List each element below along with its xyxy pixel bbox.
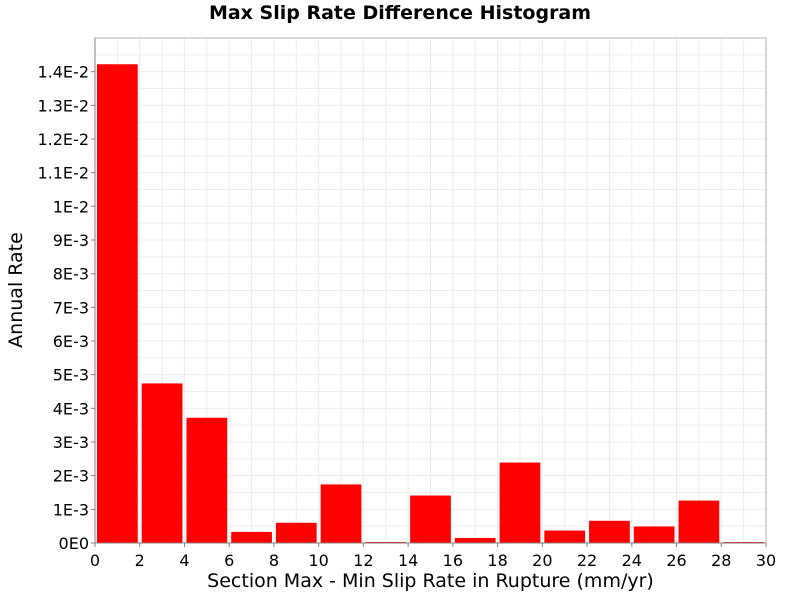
y-tick-label: 1.3E-2 bbox=[37, 96, 89, 115]
x-tick-label: 6 bbox=[224, 551, 234, 570]
histogram-bar bbox=[410, 495, 451, 543]
y-tick-label: 9E-3 bbox=[53, 231, 89, 250]
x-tick-label: 4 bbox=[179, 551, 189, 570]
y-tick-label: 1E-3 bbox=[53, 500, 89, 519]
y-tick-label: 3E-3 bbox=[53, 433, 89, 452]
histogram-bar bbox=[454, 537, 496, 543]
y-tick-label: 2E-3 bbox=[53, 467, 89, 486]
x-tick-label: 0 bbox=[90, 551, 100, 570]
y-tick-label: 4E-3 bbox=[53, 399, 89, 418]
histogram-bar bbox=[231, 531, 272, 543]
y-tick-label: 0E0 bbox=[59, 534, 89, 553]
histogram-bar bbox=[186, 417, 228, 543]
histogram-bar bbox=[633, 526, 675, 543]
x-tick-label: 10 bbox=[308, 551, 328, 570]
y-tick-label: 8E-3 bbox=[53, 265, 89, 284]
x-tick-label: 22 bbox=[577, 551, 597, 570]
x-axis-label: Section Max - Min Slip Rate in Rupture (… bbox=[207, 570, 654, 592]
y-tick-label: 7E-3 bbox=[53, 298, 89, 317]
y-tick-label: 5E-3 bbox=[53, 366, 89, 385]
y-tick-label: 1.2E-2 bbox=[37, 130, 89, 149]
x-tick-label: 30 bbox=[756, 551, 776, 570]
histogram-bar bbox=[544, 530, 586, 543]
histogram-bar bbox=[141, 383, 183, 543]
chart-title: Max Slip Rate Difference Histogram bbox=[208, 2, 592, 24]
histogram-bar bbox=[97, 64, 138, 543]
y-tick-label: 6E-3 bbox=[53, 332, 89, 351]
y-tick-label: 1E-2 bbox=[53, 197, 89, 216]
histogram-bar bbox=[499, 462, 541, 543]
x-tick-label: 2 bbox=[135, 551, 145, 570]
histogram-bar bbox=[678, 500, 720, 543]
histogram-bar bbox=[275, 522, 317, 543]
x-tick-label: 18 bbox=[487, 551, 507, 570]
x-tick-label: 14 bbox=[398, 551, 418, 570]
x-tick-label: 8 bbox=[269, 551, 279, 570]
x-tick-label: 16 bbox=[443, 551, 463, 570]
histogram-bar bbox=[589, 520, 630, 543]
x-tick-label: 12 bbox=[353, 551, 373, 570]
histogram-bar bbox=[320, 484, 362, 543]
y-tick-label: 1.4E-2 bbox=[37, 63, 89, 82]
histogram-bar bbox=[723, 541, 764, 543]
x-tick-label: 24 bbox=[622, 551, 642, 570]
x-tick-label: 28 bbox=[711, 551, 731, 570]
x-tick-label: 20 bbox=[532, 551, 552, 570]
x-tick-label: 26 bbox=[666, 551, 686, 570]
y-tick-label: 1.1E-2 bbox=[37, 164, 89, 183]
